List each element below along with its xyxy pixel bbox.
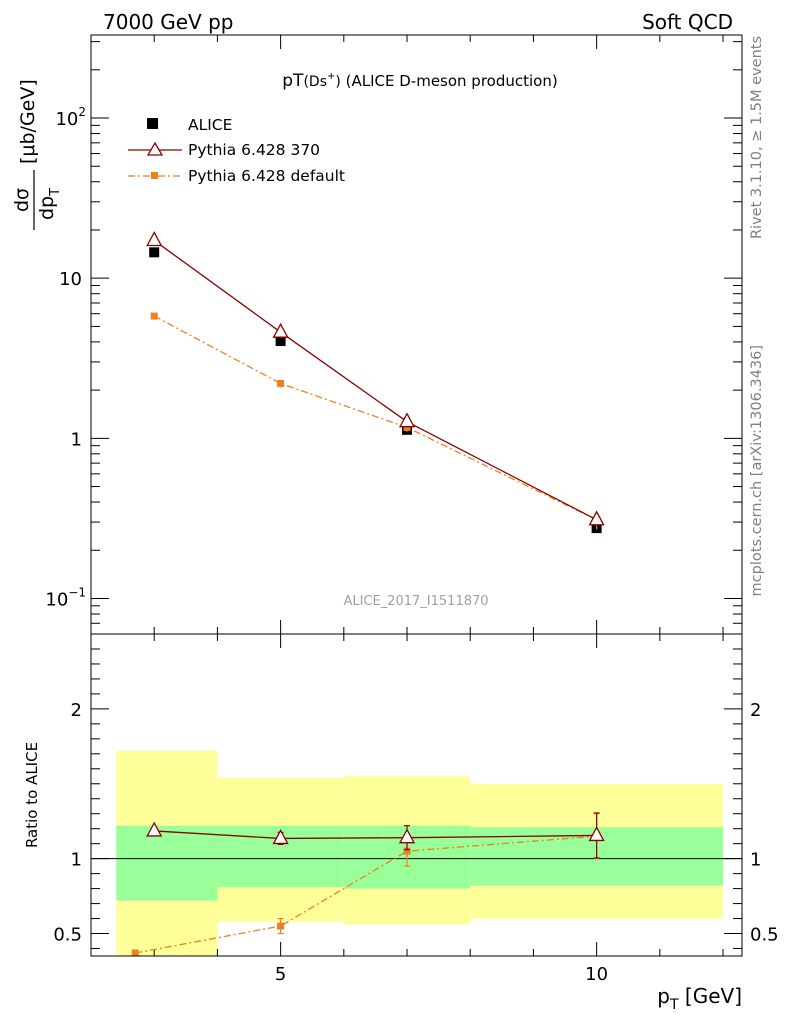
analysis-watermark: ALICE_2017_I1511870 (343, 594, 488, 609)
ratio-pythia-default-line (135, 835, 597, 954)
title-prefix: pT (282, 71, 304, 91)
legend-label-pythia370: Pythia 6.428 370 (188, 141, 320, 159)
ratio-y-tick-label-right-1: 1 (750, 850, 761, 871)
y-tick-label-top-2: 10 (59, 269, 82, 290)
pythia-default-point-0 (150, 312, 158, 320)
ylabel-den: dpT (36, 188, 63, 220)
ratio-pythia-default-point-2 (403, 847, 411, 855)
y-tick-base-3: 10 (55, 109, 78, 130)
plot-title: pT(Ds+) (ALICE D-meson production) (282, 71, 557, 91)
ratio-pythia370-point-0 (146, 821, 163, 837)
pythia370-point-2 (398, 412, 416, 428)
ylabel-unit: [μb/GeV] (17, 79, 39, 164)
ratio-pythia-default-point-0 (131, 949, 139, 957)
pythia-default-point-1 (277, 379, 285, 387)
x-tick-label-5: 5 (275, 964, 286, 985)
x-axis-label: pT [GeV] (657, 984, 742, 1013)
ratio-pythia370-point-1 (272, 829, 289, 845)
ratio-pythia370-point-3 (588, 826, 605, 842)
y-tick-label-top-1: 1 (71, 429, 82, 450)
y-tick-exp-0: −1 (68, 585, 86, 599)
ratio-pythia370-point-2 (398, 828, 416, 844)
ratio-y-tick-label-right-0.5: 0.5 (750, 925, 779, 946)
y-tick-label-top-0: 10−1 (45, 585, 86, 610)
legend-label-pythia-default: Pythia 6.428 default (188, 167, 345, 185)
pythia370-point-0 (146, 231, 163, 247)
legend: ALICE Pythia 6.428 370 Pythia 6.428 defa… (128, 116, 345, 185)
top-panel-series (146, 231, 605, 534)
ratio-panel-series (131, 812, 605, 957)
pythia370-point-1 (272, 322, 289, 338)
ratio-uncertainty-bands (116, 750, 724, 956)
ratio-y-axis-label: Ratio to ALICE (23, 742, 41, 848)
ylabel-den-sub: T (48, 188, 63, 197)
category-label: Soft QCD (642, 10, 733, 34)
ratio-pythia-default-point-1 (277, 922, 285, 930)
legend-marker-alice (147, 118, 158, 129)
ratio-y-tick-label-left-2: 2 (71, 700, 82, 721)
band-inner-0 (116, 825, 218, 901)
pythia-default-line (153, 315, 597, 521)
legend-marker-pythia-default (151, 172, 158, 179)
alice-point-1 (275, 336, 286, 347)
xlabel-sub: T (669, 997, 679, 1013)
ratio-y-tick-label-right-2: 2 (750, 700, 761, 721)
title-particle: (Ds (303, 74, 327, 90)
title-suffix: ) (335, 74, 340, 90)
ratio-panel-frame (90, 633, 743, 957)
pythia-default-point-2 (403, 423, 411, 431)
source-label: mcplots.cern.ch [arXiv:1306.3436] (749, 345, 765, 596)
energy-label: 7000 GeV pp (103, 10, 234, 34)
ylabel-den-main: dp (36, 196, 58, 220)
ratio-pythia370-line (154, 830, 597, 840)
x-tick-label-10: 10 (585, 964, 608, 985)
ylabel-num: dσ (11, 188, 33, 212)
pythia370-point-3 (588, 510, 605, 526)
legend-label-alice: ALICE (188, 116, 232, 134)
y-tick-exp-3: 2 (78, 105, 86, 119)
top-y-axis-label: dσ dpT [μb/GeV] (11, 79, 63, 230)
pythia370-line (153, 239, 597, 521)
legend-marker-pythia370 (146, 141, 164, 156)
y-tick-label-top-3: 102 (55, 105, 86, 130)
ratio-y-tick-label-left-0.5: 0.5 (53, 925, 82, 946)
xlabel-main: p (657, 984, 670, 1008)
rivet-label: Rivet 3.1.10, ≥ 1.5M events (749, 36, 765, 239)
y-tick-base-0: 10 (45, 589, 68, 610)
ratio-y-tick-label-left-1: 1 (71, 850, 82, 871)
title-sup: + (327, 71, 335, 82)
xlabel-unit: [GeV] (679, 984, 742, 1008)
alice-point-0 (149, 247, 160, 258)
title-rest: (ALICE D-meson production) (341, 72, 558, 90)
